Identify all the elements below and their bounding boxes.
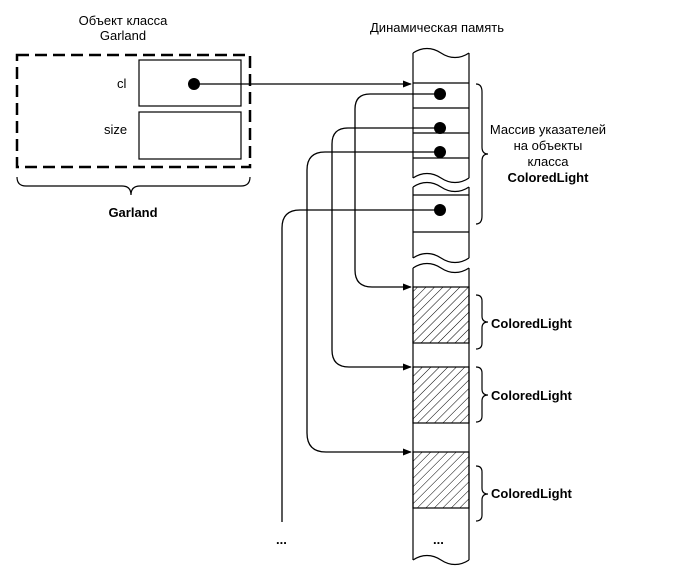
arrow-ptr1-to-obj1 — [354, 93, 440, 291]
arrows — [194, 80, 440, 522]
object-brace-2 — [475, 366, 489, 423]
cl-field-box — [138, 59, 242, 107]
size-field-box — [138, 111, 242, 160]
garland-caption-line1: Объект класса — [78, 13, 168, 28]
heap-ellipsis: ... — [433, 532, 444, 547]
colored-light-object-3 — [412, 451, 470, 509]
garland-bottom-label: Garland — [108, 205, 158, 220]
pointer-array-label-line1: Массив указателей — [489, 122, 607, 137]
size-field-label: size — [104, 122, 128, 137]
cl-field-label: cl — [117, 76, 127, 91]
colored-light-label-1: ColoredLight — [491, 316, 572, 331]
pointer-array-brace — [475, 83, 489, 225]
arrow-ptr2-to-obj2 — [331, 127, 440, 371]
garland-caption-line2: Garland — [99, 28, 147, 43]
heap-title: Динамическая память — [370, 20, 505, 35]
garland-object-box — [15, 53, 252, 169]
pointer-array-label-line2: на объекты — [513, 138, 583, 153]
pointer-array-label-line4: ColoredLight — [507, 170, 589, 185]
pointer-array-label-line3: класса — [527, 154, 569, 169]
object-brace-3 — [475, 465, 489, 522]
pointer-array-label: Массив указателей на объекты класса Colo… — [490, 122, 606, 186]
garland-bracket — [16, 176, 251, 196]
colored-light-object-1 — [412, 286, 470, 344]
colored-light-label-2: ColoredLight — [491, 388, 572, 403]
garland-caption: Объект класса Garland — [79, 13, 168, 43]
arrow-ptr3-to-obj3 — [306, 151, 440, 456]
line-ptr4-down — [281, 209, 440, 522]
left-ellipsis: ... — [276, 532, 287, 547]
colored-light-label-3: ColoredLight — [491, 486, 572, 501]
braces — [475, 83, 489, 522]
colored-light-object-2 — [412, 366, 470, 424]
object-brace-1 — [475, 294, 489, 350]
